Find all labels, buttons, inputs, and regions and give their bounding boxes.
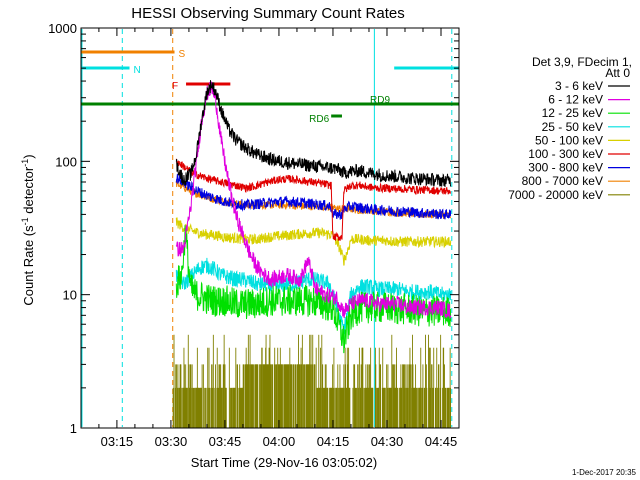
legend-header-line-1: Det 3,9, FDecim 1,	[532, 55, 632, 69]
flag-rd9-label: RD9	[370, 95, 390, 106]
flag-n-label: N	[134, 65, 141, 76]
legend-label-6: 300 - 800 keV	[528, 161, 603, 175]
x-tick-label-0315: 03:15	[101, 434, 134, 449]
series-3-6kev-line	[175, 80, 452, 188]
y-axis-label: Count Rate (s-1 detector-1)	[20, 154, 36, 305]
chart-title: HESSI Observing Summary Count Rates	[131, 5, 404, 22]
x-tick-label-0400: 04:00	[263, 434, 296, 449]
legend-label-3: 25 - 50 keV	[542, 120, 603, 134]
legend-label-8: 7000 - 20000 keV	[508, 188, 603, 202]
legend-label-2: 12 - 25 keV	[542, 106, 603, 120]
series-300-800kev-line	[175, 173, 452, 220]
series-100-300kev-line	[175, 158, 451, 241]
x-tick-label-0415: 04:15	[317, 434, 350, 449]
x-tick-label-0430: 04:30	[371, 434, 404, 449]
x-tick-label-0445: 04:45	[425, 434, 458, 449]
flag-rd6-label: RD6	[309, 114, 329, 125]
plot-frame	[80, 27, 460, 429]
y-tick-label-1: 1	[70, 421, 77, 436]
timestamp: 1-Dec-2017 20:35	[572, 468, 637, 477]
series-6-12kev-line	[175, 81, 452, 320]
series-25-50kev-line	[175, 257, 452, 335]
x-axis-label: Start Time (29-Nov-16 03:05:02)	[191, 455, 377, 470]
legend-label-1: 6 - 12 keV	[548, 93, 603, 107]
legend-header-line-2: Att 0	[605, 66, 630, 80]
y-tick-label-1000: 1000	[48, 21, 77, 36]
x-tick-label-0330: 03:30	[155, 434, 188, 449]
legend-label-5: 100 - 300 keV	[528, 147, 603, 161]
flag-f-label: F	[172, 81, 178, 92]
legend-label-7: 800 - 7000 keV	[522, 174, 603, 188]
legend-label-0: 3 - 6 keV	[555, 79, 603, 93]
y-tick-label-100: 100	[55, 154, 77, 169]
legend-label-4: 50 - 100 keV	[535, 133, 603, 147]
series-50-100kev-line	[175, 217, 452, 266]
x-tick-label-0345: 03:45	[209, 434, 242, 449]
flag-s-label: S	[179, 49, 186, 60]
y-tick-label-10: 10	[63, 288, 77, 303]
